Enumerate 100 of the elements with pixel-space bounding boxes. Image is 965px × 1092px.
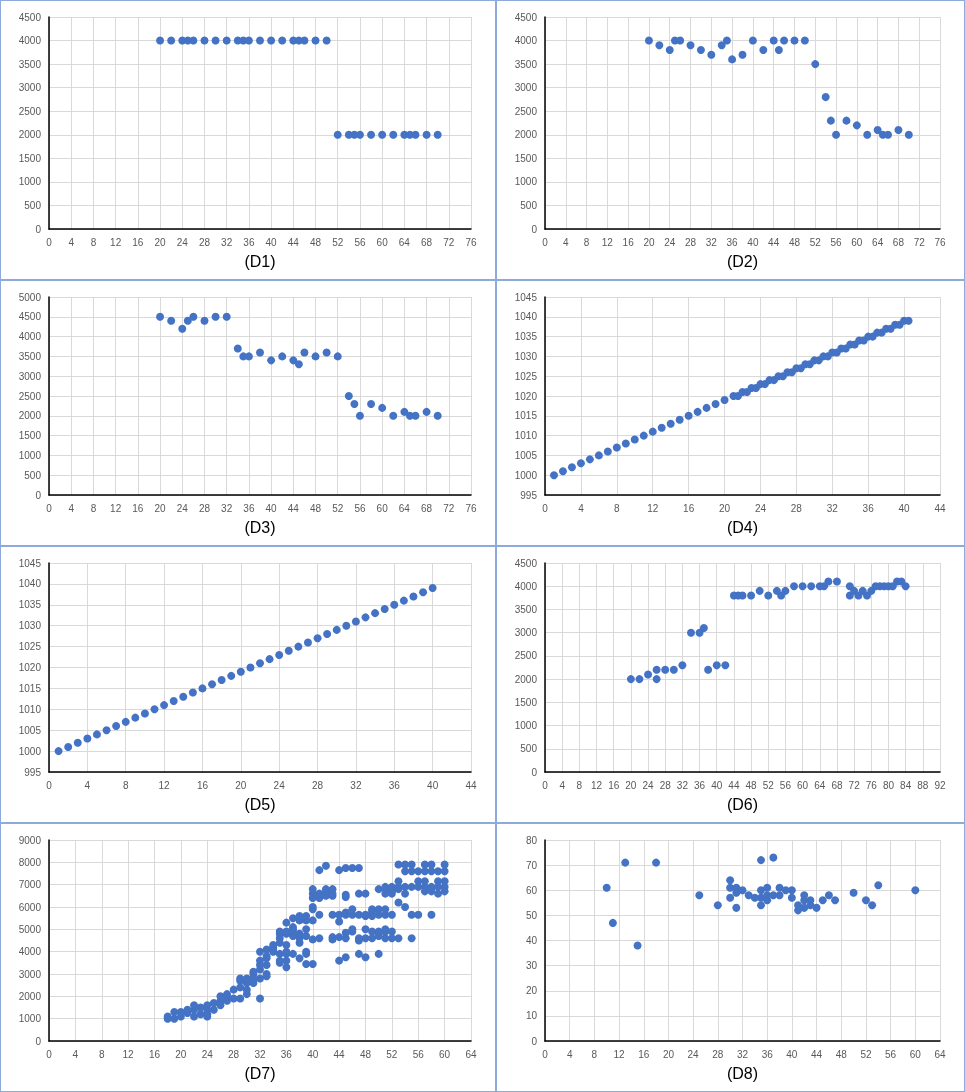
y-tick-label: 1040 <box>514 311 538 323</box>
point <box>842 116 851 125</box>
y-tick-label: 995 <box>520 489 538 501</box>
point <box>702 403 711 412</box>
point <box>344 392 353 400</box>
point <box>707 50 716 59</box>
y-tick-label: 500 <box>520 743 538 755</box>
x-tick-label: 52 <box>386 1048 398 1060</box>
point <box>806 901 815 910</box>
point <box>433 411 442 420</box>
y-tick-label: 1030 <box>514 350 538 362</box>
x-tick-label: 76 <box>865 779 878 791</box>
y-tick-label: 3000 <box>18 370 42 382</box>
point <box>800 903 809 912</box>
x-tick-label: 64 <box>398 236 411 248</box>
x-tick-label: 48 <box>835 1048 848 1060</box>
x-tick-label: 44 <box>333 1048 346 1060</box>
point <box>222 312 231 321</box>
x-tick-label: 20 <box>175 1048 187 1060</box>
y-tick-label: 1500 <box>18 430 42 442</box>
point <box>873 126 882 135</box>
x-tick-label: 80 <box>882 779 895 791</box>
y-tick-label: 1500 <box>514 152 538 164</box>
point <box>603 447 612 456</box>
point <box>826 116 835 125</box>
y-tick-label: 2500 <box>514 650 538 662</box>
y-tick-label: 7000 <box>18 879 42 891</box>
point <box>612 443 621 452</box>
x-tick-label: 56 <box>885 1048 897 1060</box>
point <box>738 50 747 59</box>
y-tick-label: 500 <box>24 469 42 481</box>
point <box>371 609 380 618</box>
y-tick-label: 4000 <box>18 946 42 958</box>
x-tick-label: 68 <box>831 779 843 791</box>
point <box>744 891 753 900</box>
y-tick-label: 4000 <box>18 35 42 47</box>
x-tick-label: 12 <box>647 502 659 514</box>
x-tick-label: 48 <box>309 236 322 248</box>
point <box>198 684 207 693</box>
x-tick-label: 4 <box>578 502 585 514</box>
y-tick-label: 4000 <box>514 35 538 47</box>
x-tick-label: 76 <box>465 236 477 248</box>
point <box>717 41 726 50</box>
point <box>73 738 82 747</box>
x-tick-label: 88 <box>917 779 929 791</box>
point <box>367 399 376 408</box>
y-tick-label: 1000 <box>18 176 42 188</box>
x-axis-title: (D5) <box>244 795 276 813</box>
point <box>763 883 772 892</box>
point <box>332 625 341 634</box>
point <box>380 604 389 613</box>
x-tick-label: 64 <box>872 236 884 248</box>
y-tick-label: 8000 <box>18 856 42 868</box>
point <box>350 399 359 408</box>
y-tick-label: 0 <box>531 766 538 778</box>
x-tick-label: 12 <box>601 236 614 248</box>
y-tick-label: 4000 <box>514 580 538 592</box>
point <box>678 661 687 670</box>
x-tick-label: 36 <box>388 779 401 791</box>
point <box>64 742 73 751</box>
x-tick-label: 24 <box>176 236 189 248</box>
x-axis-title: (D8) <box>726 1064 759 1082</box>
y-tick-label: 2000 <box>514 129 538 141</box>
point <box>246 663 255 672</box>
point <box>121 717 130 726</box>
point <box>323 630 332 639</box>
point <box>757 856 766 865</box>
x-tick-label: 60 <box>376 502 389 514</box>
point <box>169 696 178 705</box>
point <box>409 592 418 601</box>
y-tick-label: 4500 <box>18 11 42 23</box>
point <box>884 130 893 139</box>
x-tick-label: 0 <box>542 779 549 791</box>
point <box>818 896 827 905</box>
y-tick-label: 2000 <box>514 673 538 685</box>
point <box>849 888 858 897</box>
x-tick-label: 8 <box>90 236 97 248</box>
x-tick-label: 36 <box>243 502 255 514</box>
x-axis-title: (D2) <box>726 252 759 270</box>
x-tick-label: 28 <box>198 236 211 248</box>
x-tick-label: 8 <box>122 779 129 791</box>
x-tick-label: 24 <box>687 1048 700 1060</box>
y-tick-label: 2000 <box>18 990 42 1002</box>
point <box>665 45 674 54</box>
x-tick-label: 8 <box>90 502 97 514</box>
point <box>722 36 731 45</box>
x-tick-label: 32 <box>676 779 689 791</box>
x-tick-label: 36 <box>243 236 255 248</box>
point <box>775 891 784 900</box>
point <box>189 312 198 321</box>
point <box>635 675 644 684</box>
y-tick-label: 50 <box>525 909 538 921</box>
point <box>720 395 729 404</box>
x-tick-label: 12 <box>122 1048 135 1060</box>
point <box>576 459 585 468</box>
point <box>200 316 209 325</box>
x-tick-label: 44 <box>465 779 477 791</box>
point <box>390 600 399 609</box>
point <box>821 93 830 102</box>
point <box>275 650 284 659</box>
